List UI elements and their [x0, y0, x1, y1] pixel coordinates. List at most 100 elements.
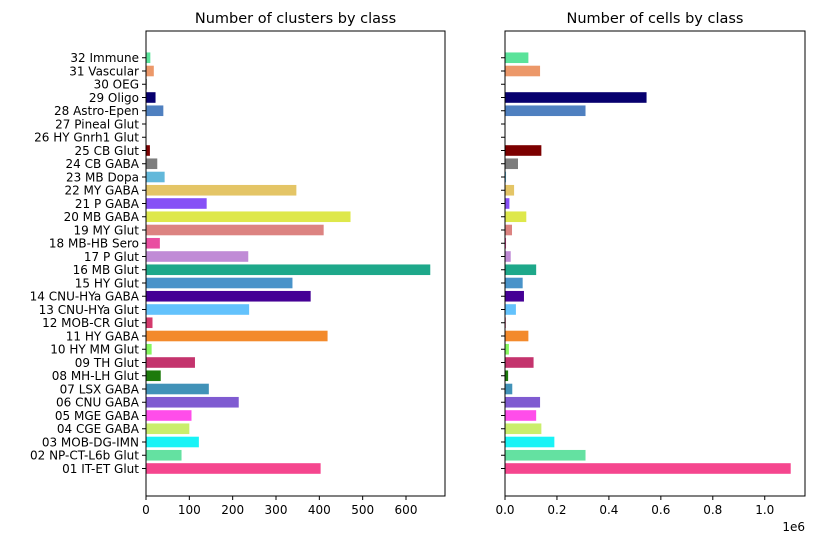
bar	[146, 277, 293, 289]
bar	[505, 370, 509, 382]
y-tick-label: 10 HY MM Glut	[50, 343, 139, 357]
y-tick-label: 27 Pineal Glut	[55, 117, 139, 131]
bar	[146, 463, 321, 474]
bar	[146, 224, 324, 236]
bar	[505, 52, 529, 64]
x-tick-label: 500	[351, 503, 374, 517]
y-tick-label: 06 CNU GABA	[56, 396, 140, 410]
x-tick-label: 200	[221, 503, 244, 517]
bar	[146, 198, 207, 209]
y-tick-label: 28 Astro-Epen	[54, 104, 139, 118]
y-tick-label: 09 TH Glut	[75, 356, 139, 370]
bar	[505, 145, 542, 156]
y-tick-label: 12 MOB-CR Glut	[42, 316, 139, 330]
bar	[146, 171, 165, 183]
bar	[146, 423, 190, 435]
bar	[146, 343, 152, 355]
bar	[146, 383, 209, 395]
y-tick-label: 20 MB GABA	[64, 210, 140, 224]
y-axis-ticks	[501, 57, 505, 469]
y-tick-label: 21 P GABA	[75, 197, 140, 211]
y-tick-label: 30 OEG	[94, 78, 139, 92]
bar	[505, 290, 524, 302]
bar	[146, 410, 192, 421]
bar	[505, 423, 542, 435]
bar	[146, 251, 249, 262]
bar	[505, 237, 507, 249]
y-tick-label: 15 HY Glut	[75, 276, 139, 290]
plot-frame	[145, 30, 446, 497]
bar	[146, 184, 297, 196]
y-tick-label: 08 MH-LH Glut	[52, 369, 140, 383]
chart-title: Number of cells by class	[567, 11, 744, 27]
y-tick-label: 03 MOB-DG-IMN	[42, 435, 139, 449]
x-axis-offset-label: 1e6	[782, 520, 805, 534]
bars	[146, 52, 431, 474]
bar	[146, 370, 161, 382]
bar	[505, 158, 518, 170]
y-tick-label: 24 CB GABA	[66, 157, 140, 171]
x-tick-label: 0	[142, 503, 150, 517]
x-tick-label: 0.8	[703, 503, 722, 517]
bar	[505, 383, 513, 395]
y-tick-label: 29 Oligo	[89, 91, 139, 105]
y-tick-label: 04 CGE GABA	[57, 422, 140, 436]
bar	[146, 92, 156, 103]
bar	[505, 92, 647, 103]
bar	[146, 357, 195, 368]
bar	[505, 264, 537, 276]
bar	[146, 158, 158, 170]
chart-title: Number of clusters by class	[195, 11, 396, 27]
y-tick-label: 13 CNU-HYa Glut	[39, 303, 140, 317]
y-tick-label: 31 Vascular	[69, 64, 139, 78]
plot-frame	[504, 30, 806, 497]
bar	[146, 436, 199, 448]
y-tick-label: 14 CNU-HYa GABA	[30, 290, 140, 304]
y-tick-label: 07 LSX GABA	[60, 382, 140, 396]
bar	[146, 211, 351, 223]
y-tick-label: 02 NP-CT-L6b Glut	[30, 449, 139, 463]
bar	[505, 184, 515, 196]
bar	[505, 410, 537, 421]
bar	[505, 330, 529, 342]
bar	[505, 65, 541, 77]
chart-clusters-by-class: Number of clusters by class 01 IT-ET Glu…	[30, 11, 446, 517]
bar	[505, 343, 509, 355]
bar	[505, 396, 541, 408]
bar	[146, 264, 431, 276]
y-tick-label: 01 IT-ET Glut	[62, 462, 139, 476]
bar	[146, 65, 154, 77]
bar	[146, 449, 182, 461]
bar	[146, 330, 328, 342]
x-tick-label: 1.0	[755, 503, 774, 517]
x-tick-label: 0.4	[599, 503, 618, 517]
bar	[505, 198, 510, 209]
bar	[505, 171, 507, 183]
y-tick-label: 19 MY Glut	[73, 223, 139, 237]
chart-cells-by-class: Number of cells by class 0.0 0.2 0.4 0.6 0.8…	[495, 11, 806, 534]
x-tick-label: 0.2	[547, 503, 566, 517]
x-axis-ticks: 0.0 0.2 0.4 0.6 0.8 1.0	[495, 496, 774, 517]
x-tick-label: 0.6	[651, 503, 670, 517]
bar	[505, 449, 586, 461]
bar	[505, 304, 516, 315]
bar	[505, 277, 523, 289]
bar	[505, 357, 534, 368]
bar	[146, 145, 150, 156]
bar	[146, 237, 160, 249]
y-tick-label: 26 HY Gnrh1 Glut	[34, 131, 139, 145]
y-tick-label: 05 MGE GABA	[55, 409, 140, 423]
bar	[146, 105, 164, 117]
bar	[146, 52, 151, 64]
bar	[505, 463, 791, 474]
bars	[505, 52, 791, 474]
x-axis-ticks: 0 100 200 300 400 500 600	[142, 496, 417, 517]
y-tick-label: 32 Immune	[70, 51, 139, 65]
bar	[146, 290, 311, 302]
y-tick-label: 16 MB Glut	[73, 263, 140, 277]
y-tick-label: 25 CB Glut	[75, 144, 140, 158]
y-tick-label: 17 P Glut	[84, 250, 139, 264]
x-tick-label: 600	[395, 503, 418, 517]
bar	[146, 304, 250, 315]
